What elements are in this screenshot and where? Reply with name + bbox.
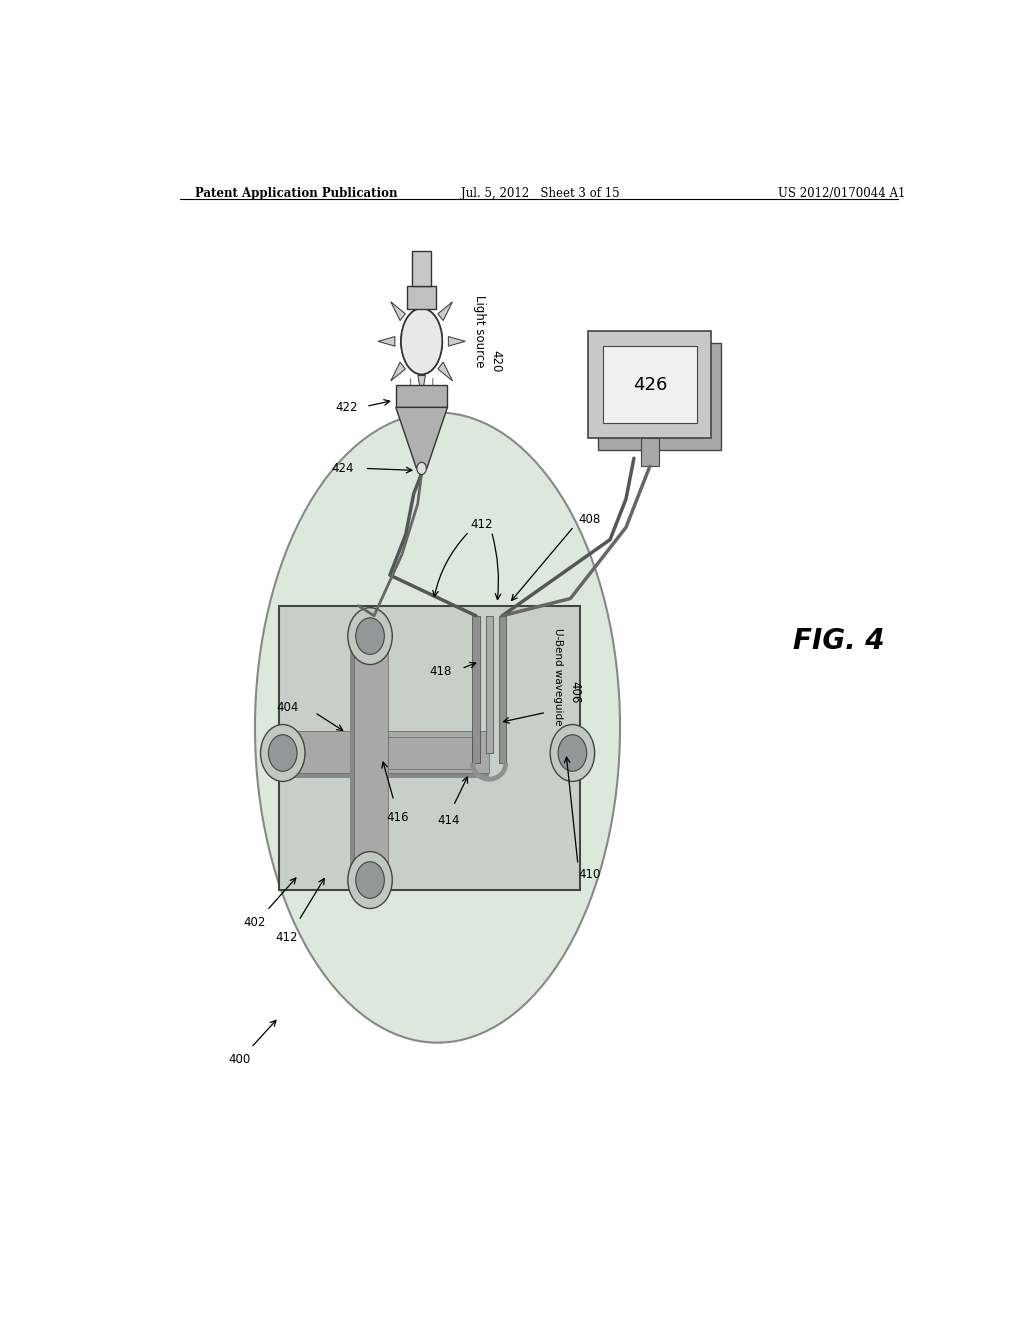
Text: 410: 410 <box>578 869 600 882</box>
Text: US 2012/0170044 A1: US 2012/0170044 A1 <box>778 187 905 199</box>
Bar <box>588 331 712 438</box>
Polygon shape <box>418 376 425 397</box>
Bar <box>472 615 479 763</box>
Bar <box>279 606 581 890</box>
Bar <box>602 346 697 422</box>
Circle shape <box>550 725 595 781</box>
Text: 418: 418 <box>429 665 452 678</box>
Polygon shape <box>449 337 465 346</box>
Bar <box>354 636 387 880</box>
Circle shape <box>355 862 384 899</box>
Text: FIG. 4: FIG. 4 <box>793 627 884 655</box>
Text: 406: 406 <box>568 681 582 704</box>
Bar <box>396 385 447 408</box>
Text: 412: 412 <box>275 931 298 944</box>
Polygon shape <box>438 302 453 321</box>
Text: Patent Application Publication: Patent Application Publication <box>196 187 398 199</box>
Ellipse shape <box>255 412 621 1043</box>
Circle shape <box>268 735 297 771</box>
Circle shape <box>348 851 392 908</box>
Circle shape <box>348 607 392 664</box>
Text: 408: 408 <box>578 512 600 525</box>
Polygon shape <box>391 362 406 381</box>
Bar <box>283 731 489 779</box>
Bar <box>598 343 721 450</box>
Bar <box>283 731 489 774</box>
Text: 414: 414 <box>437 814 460 826</box>
Circle shape <box>260 725 305 781</box>
Text: 424: 424 <box>332 462 354 475</box>
Bar <box>412 251 431 286</box>
Ellipse shape <box>401 309 442 375</box>
Text: 412: 412 <box>470 517 493 531</box>
Text: 402: 402 <box>244 916 266 928</box>
Bar <box>408 286 436 309</box>
Bar <box>387 738 472 768</box>
Polygon shape <box>396 408 447 469</box>
Text: 416: 416 <box>387 810 409 824</box>
Bar <box>641 438 658 466</box>
Polygon shape <box>378 337 395 346</box>
Text: U-Bend waveguide: U-Bend waveguide <box>553 628 562 726</box>
Bar <box>485 615 493 752</box>
Circle shape <box>417 462 426 474</box>
Text: 422: 422 <box>336 401 358 414</box>
Polygon shape <box>391 302 406 321</box>
Text: 420: 420 <box>489 351 502 372</box>
Text: 426: 426 <box>633 376 667 393</box>
Ellipse shape <box>401 309 442 375</box>
Polygon shape <box>418 285 425 308</box>
Circle shape <box>355 618 384 655</box>
Circle shape <box>558 735 587 771</box>
Bar <box>350 636 387 880</box>
Bar <box>499 615 506 763</box>
Polygon shape <box>438 362 453 381</box>
Text: 400: 400 <box>228 1053 250 1065</box>
Text: Jul. 5, 2012   Sheet 3 of 15: Jul. 5, 2012 Sheet 3 of 15 <box>461 187 620 199</box>
Text: Light source: Light source <box>473 294 486 367</box>
Text: 404: 404 <box>276 701 299 714</box>
